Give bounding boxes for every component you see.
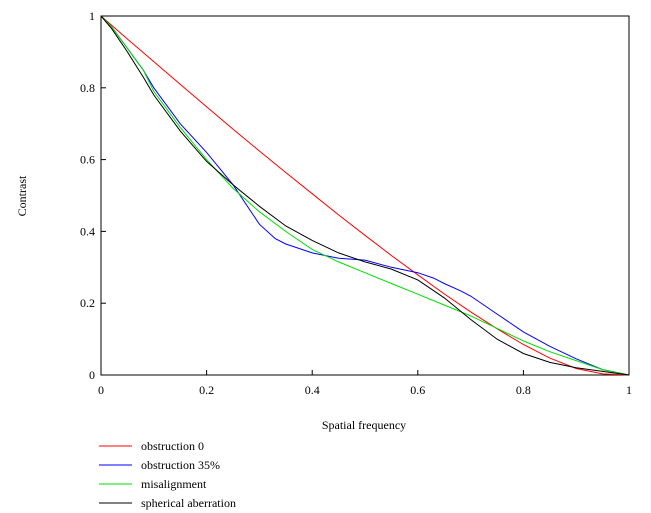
series-line-3 bbox=[100, 15, 630, 376]
axis-ticks: 0 0.2 0.4 0.6 0.8 1 0 0.2 0.4 0.6 0.8 1 bbox=[80, 9, 632, 397]
x-tick-label: 0.2 bbox=[199, 383, 214, 397]
x-tick-label: 0 bbox=[98, 383, 104, 397]
plot-area bbox=[100, 15, 630, 376]
series-line-0 bbox=[100, 15, 630, 376]
legend-label: spherical aberration bbox=[141, 496, 236, 510]
x-tick-label: 0.6 bbox=[410, 383, 425, 397]
y-tick-label: 0.4 bbox=[80, 224, 95, 238]
y-axis-label: Contrast bbox=[15, 175, 29, 216]
x-tick-label: 0.8 bbox=[516, 383, 531, 397]
series-line-2 bbox=[100, 15, 630, 376]
y-tick-label: 0.8 bbox=[80, 81, 95, 95]
y-tick-label: 0.2 bbox=[80, 296, 95, 310]
legend-label: misalignment bbox=[141, 477, 207, 491]
legend-label: obstruction 35% bbox=[141, 458, 220, 472]
y-tick-label: 0 bbox=[89, 368, 95, 382]
legend-label: obstruction 0 bbox=[141, 439, 204, 453]
x-axis-label: Spatial frequency bbox=[322, 418, 406, 432]
y-tick-label: 0.6 bbox=[80, 153, 95, 167]
legend: obstruction 0 obstruction 35% misalignment… bbox=[99, 439, 236, 510]
x-tick-label: 0.4 bbox=[305, 383, 320, 397]
x-tick-label: 1 bbox=[626, 383, 632, 397]
series-line-1 bbox=[100, 15, 630, 376]
series-lines bbox=[100, 15, 630, 376]
y-tick-label: 1 bbox=[89, 9, 95, 23]
